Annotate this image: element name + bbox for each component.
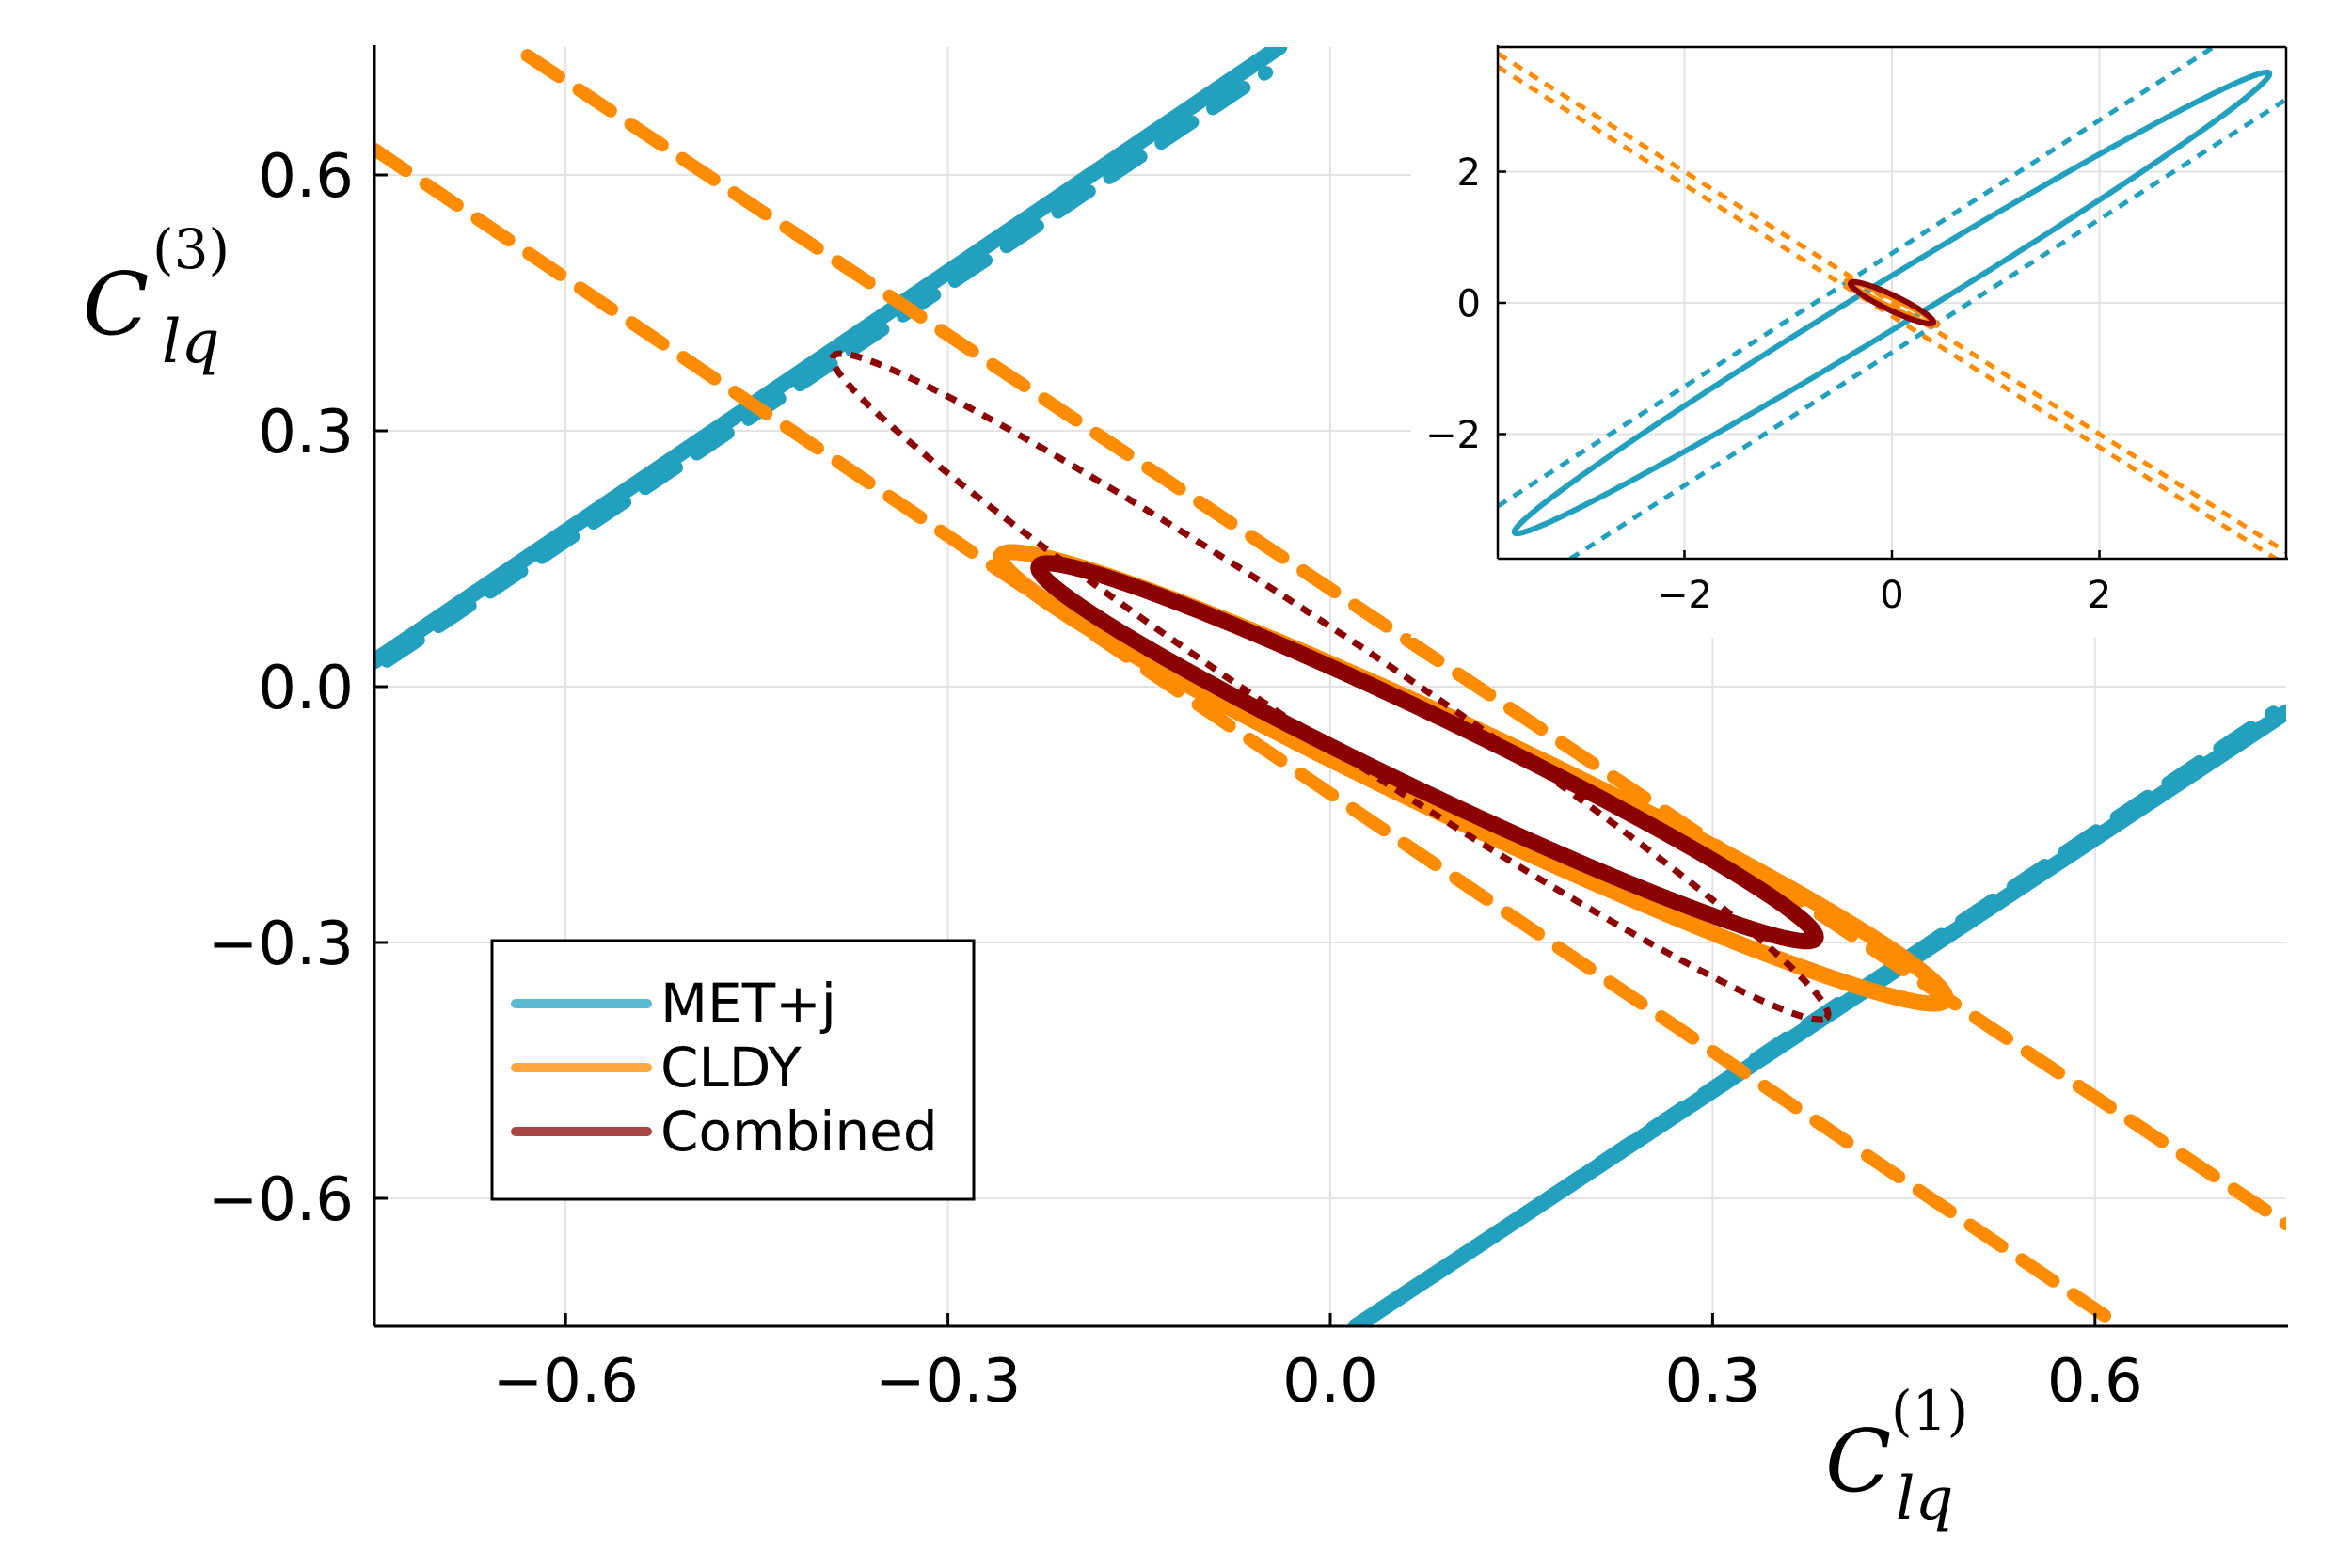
y-tick-label: 0.3: [258, 398, 354, 467]
x-tick-label: −2: [1657, 574, 1712, 617]
legend-label-combined: Combined: [660, 1100, 938, 1164]
series-ellipse-combined-solid: [1848, 278, 1936, 327]
y-axis-label-sub: lq: [162, 308, 219, 377]
main-plot-area: [374, 47, 2286, 1326]
x-tick-label: 0.3: [1665, 1347, 1761, 1417]
series-line-cldy-dotted: [1498, 51, 2288, 555]
x-tick-label: 0.6: [2047, 1347, 2143, 1417]
series-ellipse-met-j-solid: [1511, 69, 2273, 537]
x-tick-label: −0.6: [492, 1347, 638, 1417]
series-line-cldy-dotted: [1498, 64, 2280, 559]
x-tick-label: 0.0: [1282, 1347, 1378, 1417]
x-axis-label-sub: lq: [1896, 1465, 1953, 1534]
legend-label-metj: MET+j: [660, 972, 836, 1036]
y-axis-label: C lq (3): [83, 217, 230, 377]
inset-grid: [1498, 47, 2286, 559]
series-line-met-j-dashed: [1387, 705, 2280, 1307]
x-tick-label: −0.3: [875, 1347, 1021, 1417]
x-tick-label: 2: [2088, 574, 2111, 617]
y-axis-label-base: C: [83, 254, 149, 355]
inset-plot-area: [1498, 47, 2288, 559]
y-tick-label: 0: [1457, 282, 1481, 325]
legend: MET+j CLDY Combined: [490, 939, 976, 1201]
x-axis-label: C lq (1): [1825, 1379, 1968, 1534]
series-line-met-j-dotted: [1568, 97, 2288, 559]
x-axis-label-base: C: [1825, 1411, 1891, 1512]
y-tick-label: 0.0: [258, 654, 354, 723]
y-tick-label: −2: [1425, 414, 1481, 457]
y-axis-label-sup: (3): [152, 217, 230, 281]
series-line-met-j-solid: [374, 47, 1288, 670]
y-tick-label: −0.6: [208, 1165, 354, 1235]
series-line-met-j-dotted: [1498, 47, 2216, 509]
series-line-cldy-dashed: [374, 142, 2127, 1326]
series-ellipse-combined-dotted: [829, 350, 1832, 1023]
x-axis-label-sup: (1): [1891, 1379, 1968, 1443]
series-line-cldy-dashed: [520, 49, 2286, 1231]
y-tick-label: −0.3: [208, 910, 354, 979]
series-line-met-j-dashed: [380, 66, 1274, 668]
x-tick-label: 0: [1880, 574, 1903, 617]
main-tick-labels: −0.6 −0.3 0.0 0.3 0.6 −0.6 −0.3 0.0 0.3 0.6: [208, 142, 2143, 1417]
legend-label-cldy: CLDY: [660, 1036, 802, 1100]
inset-axes: [1496, 45, 2288, 561]
inset-tick-labels: −2 0 2 −2 0 2: [1425, 151, 2111, 617]
series-ellipse-combined-solid: [1030, 555, 1824, 950]
y-tick-label: 2: [1457, 151, 1481, 195]
inset-background: [1411, 36, 2296, 638]
main-axes: [373, 45, 2288, 1328]
y-tick-label: 0.6: [258, 142, 354, 212]
